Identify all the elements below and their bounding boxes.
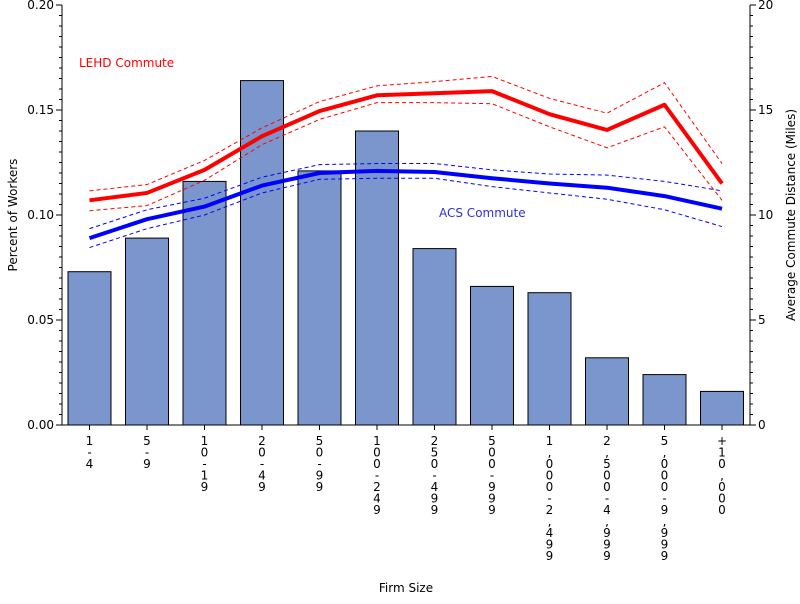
series-1-line [88, 168, 723, 240]
y2-tick-label: 10 [758, 208, 773, 222]
y-tick-label: 0.10 [27, 208, 54, 222]
legend-lehd-label: LEHD Commute [79, 56, 174, 70]
y-tick-label: 0.05 [27, 313, 54, 327]
series-1-upper-ci [89, 163, 723, 230]
bar-500-999 [470, 285, 514, 426]
y-tick-label: 0.15 [27, 103, 54, 117]
lines [88, 75, 724, 249]
x-tick-label-1,000-2,499: 1, 0 0 0 -2, 4 9 9 [546, 434, 554, 563]
y2-tick-label: 20 [758, 0, 773, 12]
x-tick-label-20-49: 2 0 -4 9 [258, 434, 266, 494]
y2-tick-label: 15 [758, 103, 773, 117]
bar-100-249 [355, 130, 399, 426]
x-tick-label-5-9: 5 -9 [143, 434, 151, 471]
series-0-line [89, 89, 724, 203]
bar-250-499 [412, 248, 457, 426]
bar-2,500-4,999 [585, 357, 629, 426]
x-tick-label-50-99: 5 0 -9 9 [316, 434, 324, 494]
y2-tick-label: 5 [758, 313, 766, 327]
bar-20-49 [240, 80, 284, 426]
y-tick-label: 0.20 [27, 0, 54, 12]
legend-acs-label: ACS Commute [439, 206, 526, 220]
x-tick-label-2,500-4,999: 2, 5 0 0 -4, 9 9 9 [603, 434, 611, 563]
bar-1,000-2,499 [527, 292, 572, 426]
x-tick-label-100-249: 1 0 0 -2 4 9 [373, 434, 381, 517]
axes: 0.00 0.05 0.10 0.15 0.20 0 5 10 15 20 [27, 0, 773, 432]
bar-10-19 [182, 180, 227, 426]
x-tick-label-10-19: 1 0 -1 9 [201, 434, 209, 494]
x-tick-label-250-499: 2 5 0 -4 9 9 [431, 434, 439, 517]
bar-5,000-9,999 [642, 374, 687, 426]
y2-tick-label: 0 [758, 418, 766, 432]
x-tick-label-+10,000: +1 0, 0 0 0 [717, 434, 727, 517]
bar-5-9 [125, 237, 169, 426]
y-axis-label: Percent of Workers [6, 159, 20, 272]
x-axis-label: Firm Size [379, 581, 433, 595]
x-tick-label-5,000-9,999: 5, 0 0 0 -9, 9 9 9 [661, 434, 669, 563]
bar-1-4 [67, 271, 112, 426]
series-0-upper-ci [89, 75, 723, 192]
x-tick-label-1-4: 1 -4 [86, 434, 94, 471]
y-tick-label: 0.00 [27, 418, 54, 432]
x-tick-labels: 1 -4 5 -9 1 0 -1 9 2 0 -4 9 5 0 -9 9 1 0 0 -2 4 9 2 5 0 -4 9 9 5 0 0 -9… [86, 425, 727, 563]
series-0-lower-ci [89, 102, 723, 212]
x-tick-label-500-999: 5 0 0 -9 9 9 [488, 434, 496, 517]
y2-axis-label: Average Commute Distance (Miles) [784, 109, 798, 321]
bar-50-99 [297, 170, 342, 426]
bars [67, 80, 744, 426]
bar-+10,000 [700, 390, 744, 426]
